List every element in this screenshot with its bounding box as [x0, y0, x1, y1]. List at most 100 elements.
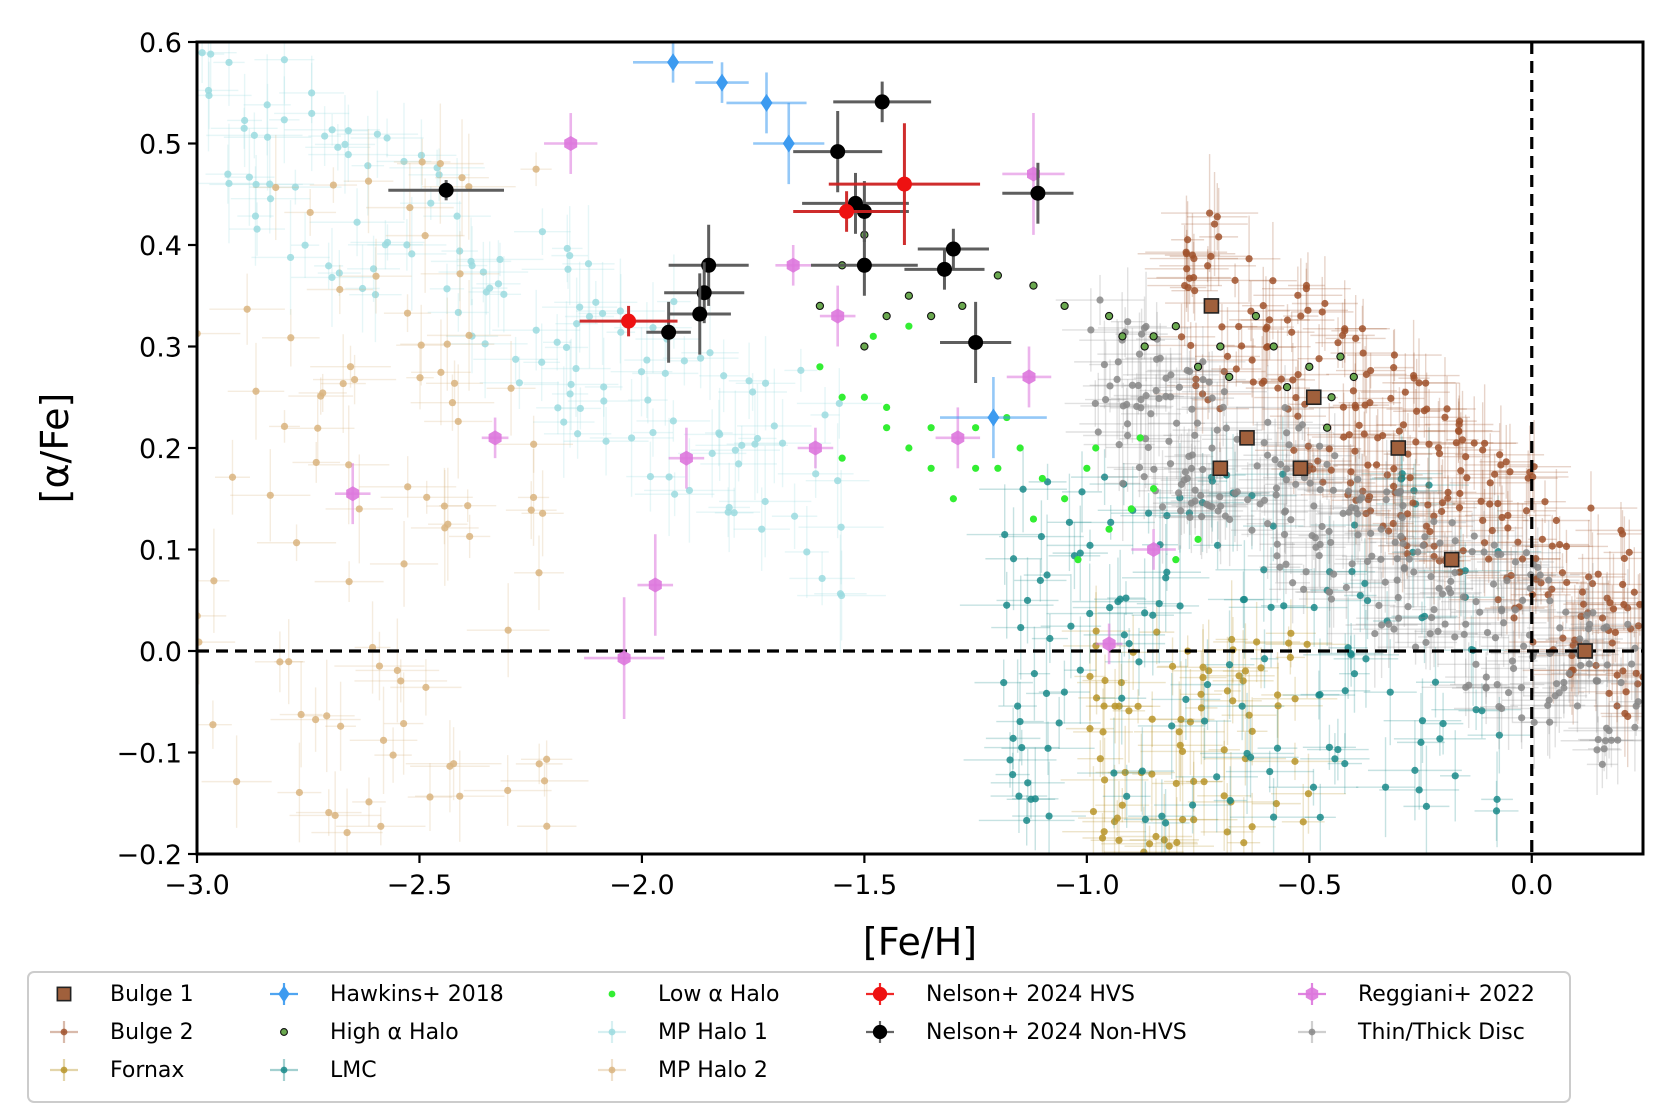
data-point: [1362, 370, 1370, 378]
data-point: [1212, 460, 1229, 477]
data-point: [1470, 439, 1478, 447]
data-point: [1334, 339, 1342, 347]
data-point: [600, 383, 608, 391]
data-point: [1281, 404, 1289, 412]
data-point: [1253, 638, 1261, 646]
data-point: [1378, 621, 1386, 629]
data-point: [1495, 703, 1503, 711]
data-point: [904, 291, 914, 300]
data-point: [225, 179, 233, 188]
data-point: [945, 241, 961, 257]
data-point: [1030, 185, 1046, 201]
data-point: [1099, 728, 1107, 736]
data-point: [1086, 609, 1094, 618]
data-point: [1203, 681, 1212, 689]
data-point: [617, 650, 631, 666]
data-point: [1176, 741, 1184, 749]
data-point: [372, 272, 380, 280]
data-point: [1257, 664, 1265, 672]
data-point: [1065, 518, 1074, 526]
data-point: [1448, 519, 1456, 527]
data-point: [735, 460, 743, 468]
data-point: [364, 162, 372, 170]
data-point: [869, 332, 877, 340]
data-point: [1552, 680, 1561, 688]
data-point: [1106, 382, 1114, 390]
data-point: [1192, 375, 1200, 383]
data-point: [1447, 589, 1455, 597]
data-point: [584, 260, 593, 268]
data-point: [1576, 635, 1584, 643]
y-tick-label: −0.1: [116, 739, 182, 770]
data-point: [1248, 356, 1256, 364]
data-point: [1598, 614, 1607, 622]
data-point: [1310, 603, 1318, 612]
data-point: [325, 808, 333, 817]
data-point: [643, 356, 651, 364]
data-point: [564, 265, 572, 273]
data-point: [343, 828, 351, 837]
data-point: [646, 473, 655, 481]
data-point: [1161, 819, 1170, 827]
data-point: [1294, 371, 1302, 379]
data-point: [1274, 702, 1282, 710]
data-point: [1421, 533, 1429, 541]
data-point: [1173, 838, 1181, 847]
data-point: [1015, 792, 1023, 800]
data-point: [417, 151, 426, 159]
data-point: [1286, 653, 1294, 662]
data-point: [1187, 499, 1195, 507]
data-point: [1138, 767, 1146, 775]
data-point: [1214, 541, 1222, 549]
data-point: [204, 86, 213, 95]
data-point: [1098, 834, 1107, 842]
data-point: [1410, 568, 1418, 576]
data-point: [896, 176, 912, 192]
data-point: [1339, 509, 1347, 517]
data-point: [1578, 588, 1587, 596]
data-point: [1177, 333, 1186, 341]
data-point: [456, 270, 464, 278]
data-point: [286, 253, 295, 262]
y-tick-label: 0.3: [139, 333, 182, 364]
data-point: [423, 493, 431, 501]
data-point: [1190, 254, 1198, 263]
data-point: [1452, 439, 1460, 447]
data-point: [905, 322, 913, 330]
data-point: [334, 143, 342, 151]
data-point: [1558, 569, 1567, 577]
data-point: [1177, 715, 1185, 724]
data-point: [1100, 776, 1109, 784]
data-point: [1280, 530, 1289, 539]
data-point: [1613, 671, 1621, 679]
data-point: [1152, 832, 1160, 841]
legend-marker: [280, 1066, 288, 1074]
data-point: [1438, 499, 1447, 507]
data-point: [1548, 542, 1556, 550]
data-point: [837, 523, 845, 531]
data-point: [1100, 828, 1108, 836]
data-point: [749, 388, 757, 396]
data-point: [1438, 507, 1446, 516]
data-point: [1404, 450, 1412, 458]
data-point: [731, 446, 739, 454]
data-point: [1636, 600, 1643, 609]
data-point: [358, 284, 367, 293]
data-point: [481, 340, 489, 348]
data-point: [252, 180, 260, 189]
data-point: [1488, 526, 1496, 535]
data-point: [1385, 620, 1393, 628]
data-point: [276, 658, 284, 666]
data-point: [1518, 596, 1527, 605]
data-point: [1155, 600, 1163, 608]
data-point: [1605, 689, 1613, 697]
data-point: [1229, 697, 1237, 705]
data-point: [1245, 255, 1253, 263]
data-point: [454, 417, 462, 426]
data-point: [1434, 627, 1442, 635]
data-point: [1176, 602, 1184, 610]
data-point: [1037, 532, 1046, 541]
data-point: [883, 424, 891, 432]
data-point: [540, 777, 549, 785]
data-point: [1522, 549, 1531, 557]
